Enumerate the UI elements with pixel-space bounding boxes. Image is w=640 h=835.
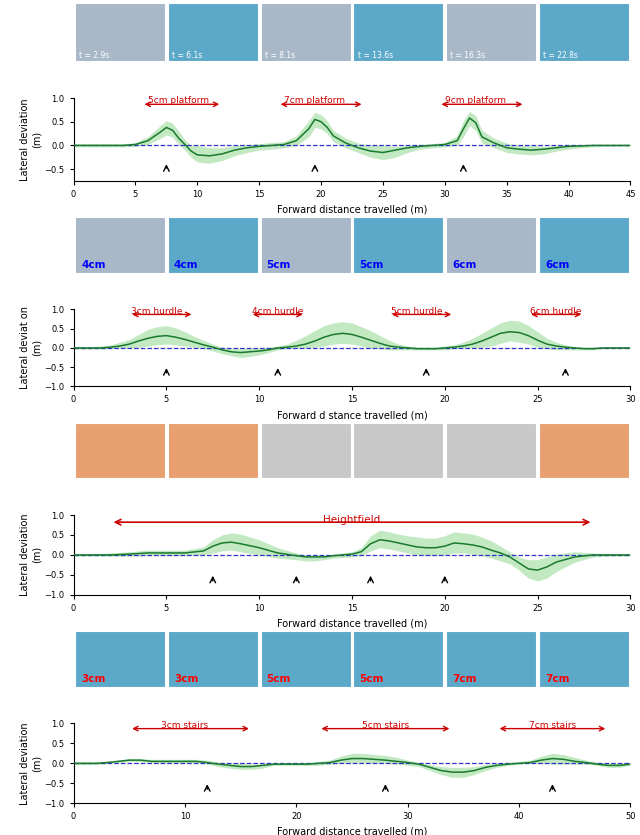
Text: 7cm platform: 7cm platform bbox=[284, 96, 346, 105]
Y-axis label: Lateral deviat on
(m): Lateral deviat on (m) bbox=[20, 306, 42, 389]
Bar bbox=[353, 423, 444, 478]
Text: 4cm: 4cm bbox=[174, 260, 198, 270]
Y-axis label: Lateral deviation
(m): Lateral deviation (m) bbox=[20, 514, 42, 596]
Text: 5cm platform: 5cm platform bbox=[148, 96, 209, 105]
Bar bbox=[168, 217, 258, 273]
Text: 7cm: 7cm bbox=[452, 674, 477, 684]
Y-axis label: Lateral deviation
(m): Lateral deviation (m) bbox=[20, 722, 42, 805]
X-axis label: Forward d stance travelled (m): Forward d stance travelled (m) bbox=[276, 410, 428, 420]
Bar bbox=[539, 631, 629, 687]
Bar bbox=[168, 423, 258, 478]
Text: 7cm: 7cm bbox=[545, 674, 570, 684]
Text: 9cm platform: 9cm platform bbox=[445, 96, 506, 105]
Bar bbox=[75, 217, 165, 273]
Bar bbox=[446, 423, 536, 478]
Text: 5cm: 5cm bbox=[360, 260, 384, 270]
Bar bbox=[446, 631, 536, 687]
Bar bbox=[75, 3, 165, 62]
Bar bbox=[539, 423, 629, 478]
Y-axis label: Lateral deviation
(m): Lateral deviation (m) bbox=[20, 99, 42, 181]
Bar bbox=[168, 3, 258, 62]
Text: 7cm stairs: 7cm stairs bbox=[529, 721, 576, 730]
Bar bbox=[446, 3, 536, 62]
Text: t = 2.9s: t = 2.9s bbox=[79, 51, 109, 60]
Text: 4cm: 4cm bbox=[81, 260, 106, 270]
Text: t = 8.1s: t = 8.1s bbox=[265, 51, 295, 60]
Bar bbox=[260, 3, 351, 62]
Bar bbox=[353, 631, 444, 687]
Text: 6cm hurdle: 6cm hurdle bbox=[531, 306, 582, 316]
Text: Heightfield: Heightfield bbox=[323, 515, 381, 524]
Text: 5cm hurdle: 5cm hurdle bbox=[391, 306, 443, 316]
Bar bbox=[353, 3, 444, 62]
Text: 5cm: 5cm bbox=[267, 260, 291, 270]
Text: 3cm: 3cm bbox=[174, 674, 198, 684]
Text: 3cm: 3cm bbox=[81, 674, 106, 684]
Bar bbox=[539, 3, 629, 62]
Bar bbox=[168, 631, 258, 687]
Text: 5cm: 5cm bbox=[360, 674, 384, 684]
X-axis label: Forward distance travelled (m): Forward distance travelled (m) bbox=[277, 205, 427, 215]
X-axis label: Forward distance travelled (m): Forward distance travelled (m) bbox=[277, 827, 427, 835]
X-axis label: Forward distance travelled (m): Forward distance travelled (m) bbox=[277, 619, 427, 629]
Bar bbox=[260, 423, 351, 478]
Bar bbox=[75, 423, 165, 478]
Text: t = 13.6s: t = 13.6s bbox=[358, 51, 393, 60]
Text: 3cm hurdle: 3cm hurdle bbox=[131, 306, 183, 316]
Text: 4cm hurdle: 4cm hurdle bbox=[252, 306, 303, 316]
Bar bbox=[260, 217, 351, 273]
Text: 6cm: 6cm bbox=[452, 260, 477, 270]
Bar bbox=[353, 217, 444, 273]
Text: 5cm: 5cm bbox=[267, 674, 291, 684]
Text: 6cm: 6cm bbox=[545, 260, 570, 270]
Bar bbox=[446, 217, 536, 273]
Text: t = 6.1s: t = 6.1s bbox=[172, 51, 202, 60]
Bar bbox=[539, 217, 629, 273]
Text: 5cm stairs: 5cm stairs bbox=[362, 721, 409, 730]
Text: 3cm stairs: 3cm stairs bbox=[161, 721, 209, 730]
Text: t = 22.8s: t = 22.8s bbox=[543, 51, 578, 60]
Bar bbox=[75, 631, 165, 687]
Bar bbox=[260, 631, 351, 687]
Text: t = 16.3s: t = 16.3s bbox=[451, 51, 486, 60]
